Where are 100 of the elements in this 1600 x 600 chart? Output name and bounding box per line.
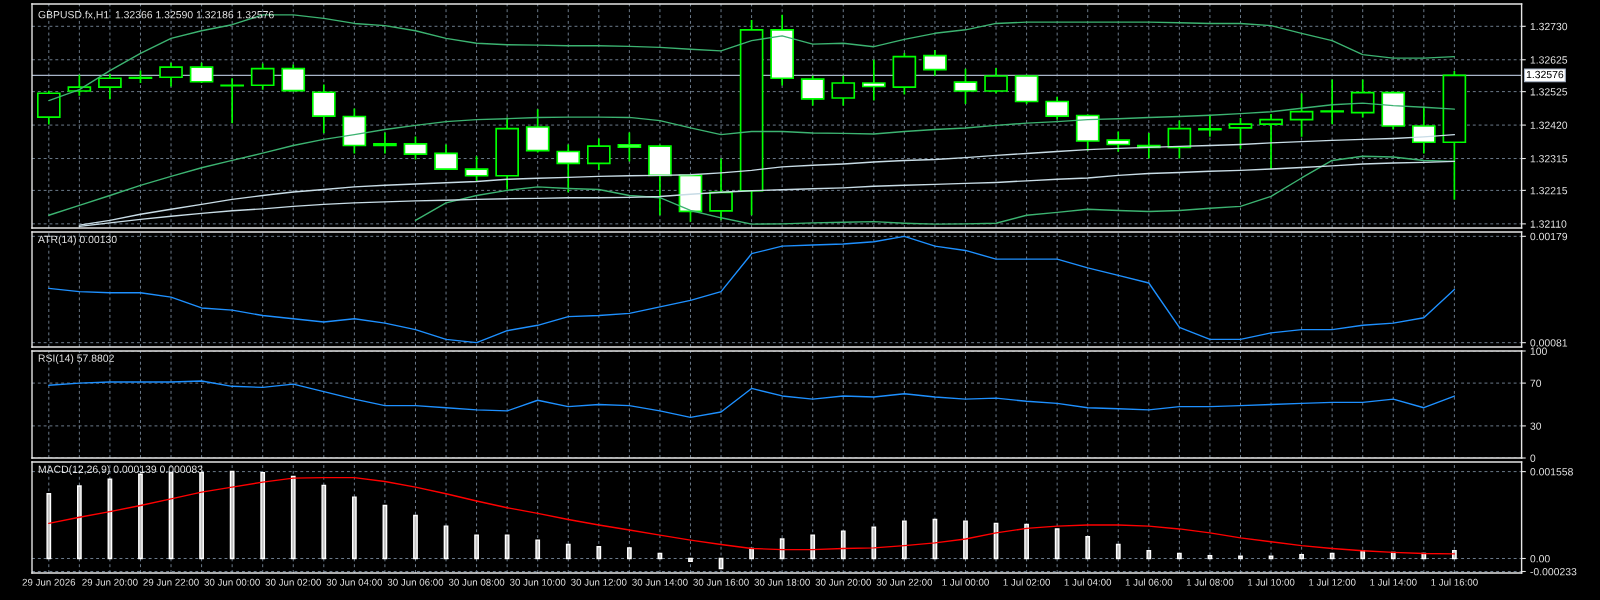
x-tick-label: 1 Jul 16:00 [1431,578,1478,586]
candlestick [220,77,244,125]
candlestick [1167,119,1192,160]
bar [260,471,266,560]
x-tick-label: 1 Jul 06:00 [1125,578,1173,586]
bar [1085,536,1091,560]
x-tick-label: 1 Jul 14:00 [1370,578,1417,586]
bar [229,470,235,560]
x-tick-label: 30 Jun 14:00 [632,578,688,586]
candlestick [709,157,733,222]
candlestick [67,73,92,97]
x-tick-label: 1 Jul 04:00 [1064,578,1112,586]
line-series [48,102,1456,216]
candlestick [1106,130,1131,153]
candlestick [617,131,642,163]
candlestick [1350,78,1375,119]
candlestick [984,67,1008,95]
bar [1176,552,1182,560]
candlestick [1045,95,1069,121]
candlestick [831,74,856,107]
bar [1054,528,1060,560]
x-tick-label: 30 Jun 06:00 [387,578,444,586]
y-tick-label: 30 [1530,422,1542,430]
x-tick-label: 29 Jun 22:00 [143,578,199,586]
bar [474,534,479,560]
bar [76,485,82,560]
candlestick [1198,114,1222,138]
x-tick-label: 30 Jun 02:00 [265,578,321,586]
bar [504,534,510,560]
bar [810,534,816,560]
bar [963,520,968,560]
x-tick-label: 29 Jun 20:00 [82,578,138,586]
bar [901,520,907,560]
candlestick [923,49,947,77]
y-tick-label: 1.32730 [1530,22,1568,31]
candlestick [36,89,61,126]
candlestick [861,58,886,102]
y-tick-label: 1.32625 [1530,56,1568,64]
candlestick [311,83,336,135]
candlestick [953,67,978,105]
bar [1299,553,1304,560]
candlestick [1411,105,1436,155]
bar [1024,523,1029,560]
bar [596,546,602,560]
y-tick-label: 0.00 [1530,555,1550,563]
y-tick-label: 70 [1530,379,1542,387]
line-series [48,476,1456,555]
y-tick-label: 1.32315 [1530,155,1568,163]
candlestick [1259,113,1283,170]
x-tick-label: 30 Jun 20:00 [815,578,871,586]
candlestick [373,131,397,155]
candlestick [281,63,306,93]
x-tick-label: 1 Jul 12:00 [1309,578,1356,586]
y-tick-label: 1.32110 [1530,220,1567,228]
chart-title: MACD(12,26,9) 0.000139 0.000083 [38,465,203,476]
y-tick-label: 0.001558 [1530,468,1573,476]
x-tick-label: 30 Jun 18:00 [754,578,810,586]
line-series [48,380,1456,419]
candlestick [434,143,458,171]
bar [871,526,877,560]
x-tick-label: 30 Jun 00:00 [204,578,260,586]
x-tick-label: 30 Jun 04:00 [326,578,383,586]
candlestick [800,74,825,107]
bar [1238,555,1243,560]
candlestick [556,143,581,194]
bar [840,530,846,560]
y-tick-label: 1.32420 [1530,121,1568,129]
bar [779,538,785,560]
bar [1329,552,1335,560]
x-tick-label: 30 Jun 16:00 [693,578,749,586]
x-tick-label: 30 Jun 10:00 [509,578,566,586]
y-tick-label: 1.32525 [1530,88,1568,96]
candlestick [98,73,122,100]
candlestick [250,62,275,91]
y-tick-label: 0 [1530,454,1536,462]
bar [535,539,541,560]
bar [565,543,571,560]
bar [413,514,418,560]
chart-title: RSI(14) 57.8802 [38,354,114,364]
bar [351,496,357,560]
y-tick-label: 1.32215 [1530,186,1568,195]
bar [199,471,204,560]
text: GBPUSD.fx,H1 1.32366 1.32590 1.32186 1.32576 [38,10,274,20]
x-tick-label: 1 Jul 02:00 [1003,578,1050,586]
candlestick [1289,92,1314,138]
bar [749,547,754,560]
bar [1115,543,1121,560]
ref-line-label: 1.32576 [1526,70,1564,79]
bar [1146,549,1152,560]
x-tick-label: 30 Jun 22:00 [876,578,933,586]
bar [1360,549,1366,560]
candlestick [464,155,489,183]
bar [321,484,327,560]
candlestick [403,135,428,161]
bar [688,557,693,562]
candlestick [525,108,550,154]
candlestick [159,61,183,88]
bar [138,473,143,560]
bar [290,475,296,560]
y-tick-label: 100 [1530,347,1547,355]
